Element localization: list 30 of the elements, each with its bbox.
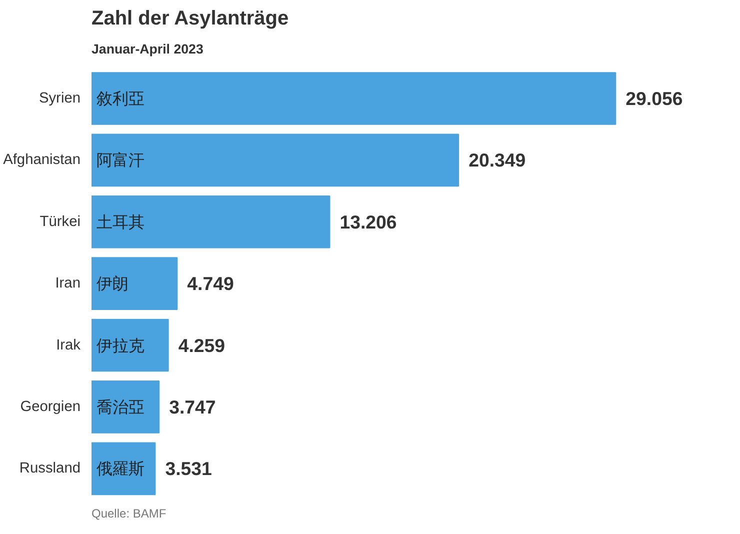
y-tick-label: Syrien (38, 90, 81, 107)
bar (92, 72, 616, 125)
bar (92, 134, 460, 187)
annotation: 土耳其 (96, 212, 144, 232)
bar (92, 318, 169, 372)
y-tick-label: Iran (55, 276, 81, 292)
annotation: Quelle: BAMF (92, 506, 166, 520)
data-label: 29.056 (626, 88, 683, 110)
data-label: 4.259 (178, 334, 226, 356)
data-label: 20.349 (468, 150, 526, 171)
y-tick-label: Russland (19, 460, 81, 477)
data-label: 3.531 (165, 458, 212, 480)
bar (92, 257, 178, 310)
bar (92, 380, 160, 434)
data-label: 3.747 (169, 396, 216, 418)
annotation: 伊朗 (96, 274, 128, 294)
annotation: 敘利亞 (96, 89, 144, 108)
data-label: 4.749 (187, 273, 234, 294)
annotation: 阿富汗 (96, 150, 144, 170)
y-tick-label: Georgien (20, 398, 81, 415)
y-tick-label: Irak (56, 337, 82, 354)
annotation: 伊拉克 (96, 336, 144, 355)
y-tick-label: Afghanistan (3, 152, 81, 168)
chart-title: Zahl der Asylanträge (92, 8, 289, 30)
y-tick-label: Türkei (40, 214, 81, 230)
chart-subtitle: Januar-April 2023 (92, 42, 204, 56)
annotation: 喬治亞 (96, 397, 144, 416)
annotation: 俄羅斯 (96, 459, 144, 478)
bar (92, 195, 330, 248)
data-label: 13.206 (340, 211, 397, 232)
